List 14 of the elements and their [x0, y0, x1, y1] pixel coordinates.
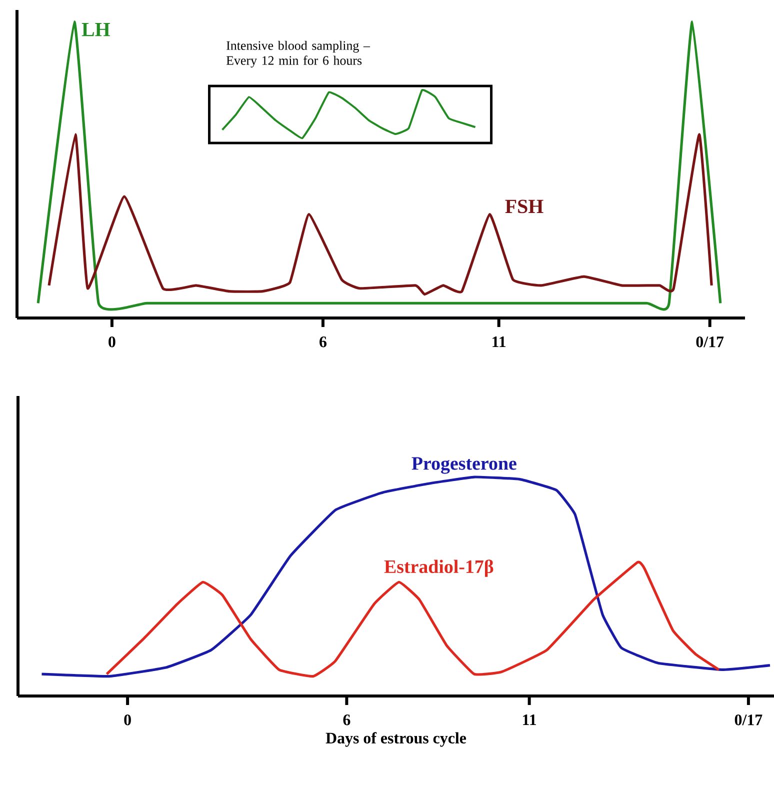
x-tick-label: 11: [523, 714, 536, 726]
series-label: LH: [82, 23, 110, 36]
x-tick-label: 0: [124, 714, 131, 726]
x-tick-label: 6: [320, 336, 326, 348]
annotation: Intensive blood sampling – Every 12 min for 6 hours: [226, 40, 370, 68]
x-tick-label: 0/17: [696, 336, 724, 348]
x-tick-label: 0/17: [734, 714, 762, 726]
x-tick-label: 11: [492, 336, 506, 348]
series-label: Estradiol-17β: [384, 560, 494, 577]
x-tick-label: 6: [343, 714, 350, 726]
x-axis-title: Days of estrous cycle: [326, 732, 466, 747]
x-tick-label: 0: [108, 336, 116, 348]
series-label: FSH: [505, 200, 544, 214]
series-label: Progesterone: [412, 457, 516, 474]
